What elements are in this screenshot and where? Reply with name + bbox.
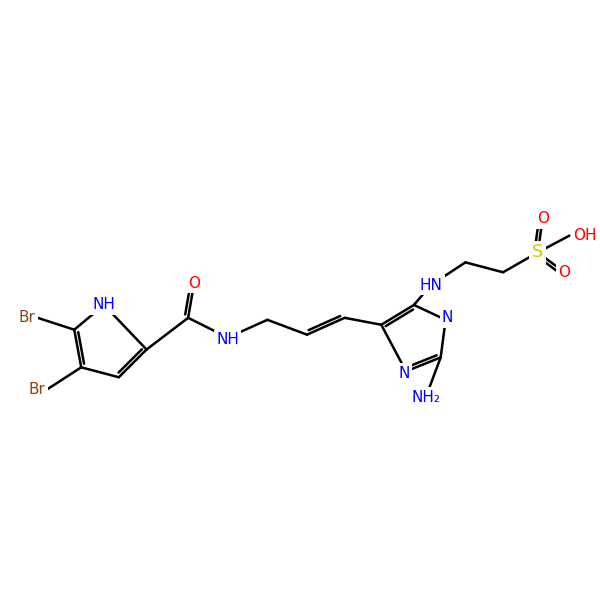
Text: O: O bbox=[188, 275, 200, 290]
Text: NH: NH bbox=[217, 332, 239, 347]
Text: NH₂: NH₂ bbox=[412, 389, 440, 404]
Text: Br: Br bbox=[29, 382, 46, 397]
Text: NH: NH bbox=[92, 298, 115, 313]
Text: OH: OH bbox=[574, 228, 597, 243]
Text: N: N bbox=[398, 366, 410, 381]
Text: Br: Br bbox=[19, 310, 35, 325]
Text: O: O bbox=[559, 265, 571, 280]
Text: S: S bbox=[532, 244, 544, 262]
Text: N: N bbox=[442, 310, 453, 325]
Text: O: O bbox=[536, 211, 548, 226]
Text: HN: HN bbox=[419, 278, 442, 293]
